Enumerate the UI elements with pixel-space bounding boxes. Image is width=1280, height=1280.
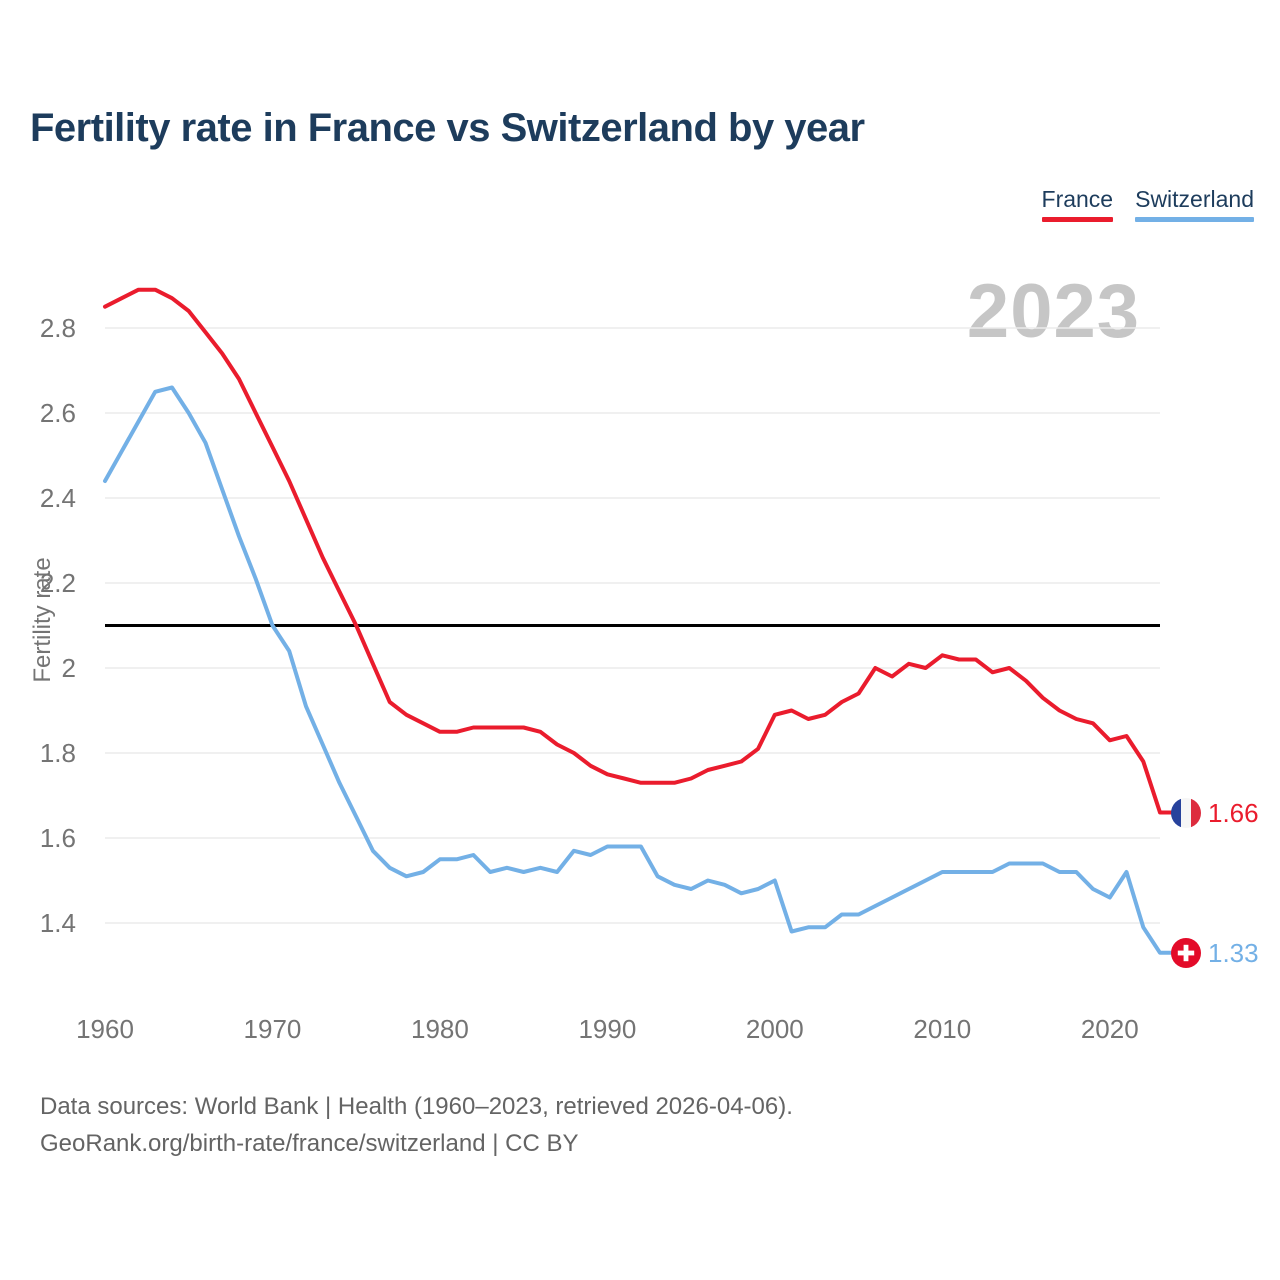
- end-value-switzerland: 1.33: [1207, 937, 1259, 968]
- legend-color-bar: [1135, 217, 1254, 222]
- x-tick-label: 1990: [578, 1014, 637, 1044]
- y-tick-label: 2.8: [39, 313, 76, 343]
- legend-item-france[interactable]: France: [1041, 186, 1114, 222]
- footer: Data sources: World Bank | Health (1960–…: [40, 1088, 793, 1162]
- y-tick-label: 1.6: [39, 823, 76, 853]
- y-tick-label: 2: [61, 653, 76, 683]
- y-tick-label: 1.4: [39, 908, 76, 938]
- x-tick-label: 1970: [243, 1014, 302, 1044]
- france-line: [103, 287, 1173, 815]
- legend: France Switzerland: [1041, 186, 1254, 222]
- end-label-switzerland: 1.33: [1170, 937, 1259, 969]
- x-tick-label: 1960: [76, 1014, 134, 1044]
- footer-attribution: GeoRank.org/birth-rate/france/switzerlan…: [40, 1130, 579, 1157]
- y-tick-label: 2.2: [39, 568, 76, 598]
- legend-label: Switzerland: [1135, 186, 1254, 212]
- switzerland-flag-icon: [1170, 938, 1201, 969]
- x-tick-label: 1980: [410, 1014, 469, 1044]
- france-flag-icon: [1170, 798, 1201, 828]
- legend-item-switzerland[interactable]: Switzerland: [1135, 186, 1254, 222]
- y-tick-label: 2.6: [39, 398, 76, 428]
- y-tick-label: 2.4: [39, 483, 76, 513]
- legend-label: France: [1041, 186, 1114, 212]
- x-tick-label: 2010: [913, 1014, 972, 1044]
- end-label-france: 1.66: [1170, 797, 1259, 829]
- watermark-year: 2023: [966, 269, 1140, 354]
- x-tick-label: 2000: [745, 1014, 804, 1044]
- page-title: Fertility rate in France vs Switzerland …: [30, 106, 865, 150]
- switzerland-line: [103, 385, 1173, 955]
- footer-data-sources: Data sources: World Bank | Health (1960–…: [40, 1093, 793, 1120]
- end-value-france: 1.66: [1207, 797, 1259, 828]
- x-tick-label: 2020: [1080, 1014, 1139, 1044]
- legend-color-bar: [1041, 217, 1114, 222]
- y-tick-label: 1.8: [39, 738, 76, 768]
